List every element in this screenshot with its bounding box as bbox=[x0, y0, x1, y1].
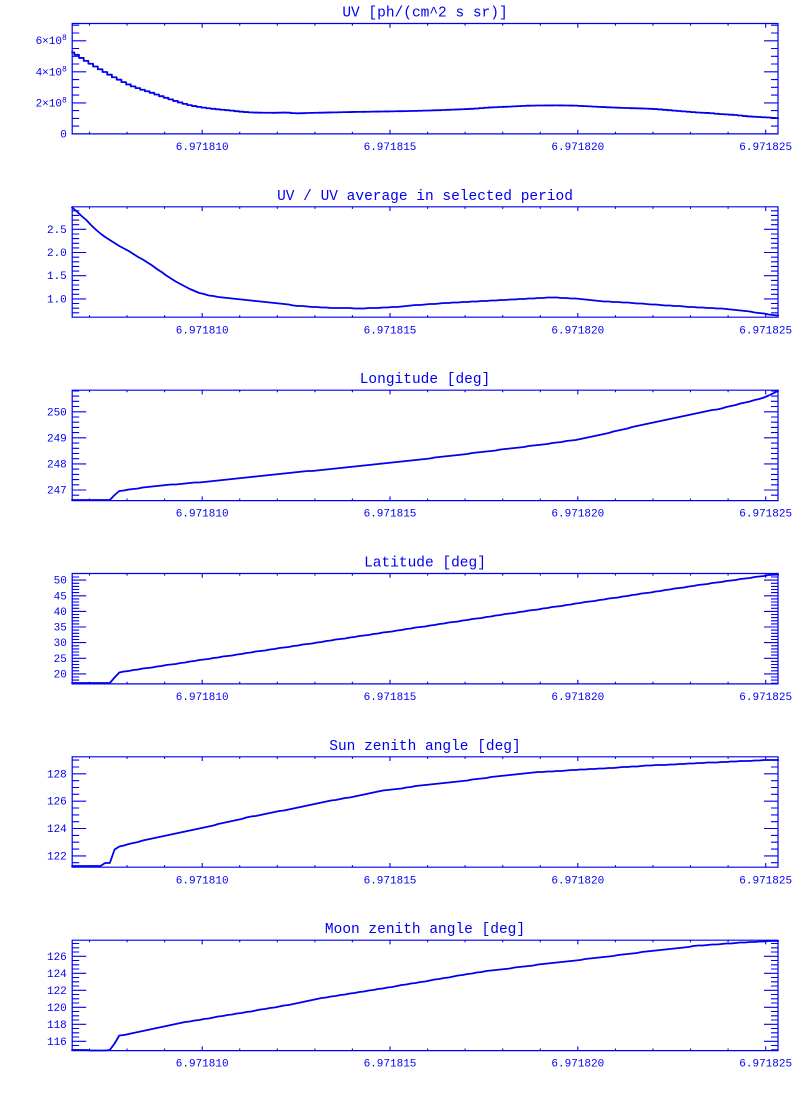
svg-text:6.971825: 6.971825 bbox=[739, 1059, 792, 1071]
svg-text:6.971810: 6.971810 bbox=[176, 325, 229, 337]
svg-text:6.971815: 6.971815 bbox=[364, 325, 417, 337]
svg-text:124: 124 bbox=[47, 824, 67, 836]
svg-text:2.5: 2.5 bbox=[47, 225, 67, 237]
svg-text:126: 126 bbox=[47, 952, 67, 964]
svg-text:6.971815: 6.971815 bbox=[364, 875, 417, 887]
svg-text:UV [ph/(cm^2 s sr)]: UV [ph/(cm^2 s sr)] bbox=[342, 6, 507, 22]
svg-text:Latitude [deg]: Latitude [deg] bbox=[364, 556, 486, 572]
svg-text:6.971820: 6.971820 bbox=[551, 325, 604, 337]
svg-text:6.971820: 6.971820 bbox=[551, 875, 604, 887]
svg-text:250: 250 bbox=[47, 407, 67, 419]
svg-text:249: 249 bbox=[47, 433, 67, 445]
svg-text:6.971815: 6.971815 bbox=[364, 142, 417, 154]
svg-text:6.971820: 6.971820 bbox=[551, 509, 604, 521]
svg-text:126: 126 bbox=[47, 797, 67, 809]
svg-text:40: 40 bbox=[54, 607, 67, 619]
svg-text:20: 20 bbox=[54, 669, 67, 681]
svg-text:2×108: 2×108 bbox=[36, 96, 67, 110]
svg-text:6.971825: 6.971825 bbox=[739, 692, 792, 704]
svg-text:1.0: 1.0 bbox=[47, 294, 67, 306]
svg-text:45: 45 bbox=[54, 591, 67, 603]
svg-text:116: 116 bbox=[47, 1037, 67, 1049]
svg-text:25: 25 bbox=[54, 654, 67, 666]
svg-text:6.971815: 6.971815 bbox=[364, 509, 417, 521]
svg-text:6.971810: 6.971810 bbox=[176, 875, 229, 887]
svg-text:6.971810: 6.971810 bbox=[176, 509, 229, 521]
svg-text:Longitude [deg]: Longitude [deg] bbox=[360, 372, 491, 388]
svg-text:Sun zenith angle [deg]: Sun zenith angle [deg] bbox=[329, 739, 520, 755]
svg-text:6.971820: 6.971820 bbox=[551, 692, 604, 704]
svg-text:UV / UV average in selected pe: UV / UV average in selected period bbox=[277, 189, 573, 205]
svg-text:122: 122 bbox=[47, 851, 67, 863]
svg-text:4×108: 4×108 bbox=[36, 65, 67, 79]
svg-text:6.971825: 6.971825 bbox=[739, 509, 792, 521]
svg-text:247: 247 bbox=[47, 486, 67, 498]
svg-text:35: 35 bbox=[54, 623, 67, 635]
svg-text:6×108: 6×108 bbox=[36, 34, 67, 48]
svg-text:118: 118 bbox=[47, 1020, 67, 1032]
svg-text:128: 128 bbox=[47, 769, 67, 781]
svg-text:Moon zenith angle [deg]: Moon zenith angle [deg] bbox=[325, 922, 525, 938]
svg-text:248: 248 bbox=[47, 459, 67, 471]
svg-text:0: 0 bbox=[60, 129, 67, 141]
svg-text:50: 50 bbox=[54, 576, 67, 588]
svg-text:124: 124 bbox=[47, 969, 67, 981]
svg-text:6.971825: 6.971825 bbox=[739, 142, 792, 154]
svg-text:6.971820: 6.971820 bbox=[551, 1059, 604, 1071]
svg-text:120: 120 bbox=[47, 1003, 67, 1015]
svg-text:30: 30 bbox=[54, 638, 67, 650]
svg-text:6.971810: 6.971810 bbox=[176, 692, 229, 704]
svg-text:6.971810: 6.971810 bbox=[176, 142, 229, 154]
svg-text:6.971815: 6.971815 bbox=[364, 1059, 417, 1071]
svg-text:6.971815: 6.971815 bbox=[364, 692, 417, 704]
svg-text:6.971820: 6.971820 bbox=[551, 142, 604, 154]
svg-text:122: 122 bbox=[47, 986, 67, 998]
svg-text:6.971825: 6.971825 bbox=[739, 875, 792, 887]
svg-text:1.5: 1.5 bbox=[47, 271, 67, 283]
svg-text:6.971825: 6.971825 bbox=[739, 325, 792, 337]
svg-text:6.971810: 6.971810 bbox=[176, 1059, 229, 1071]
svg-text:2.0: 2.0 bbox=[47, 248, 67, 260]
